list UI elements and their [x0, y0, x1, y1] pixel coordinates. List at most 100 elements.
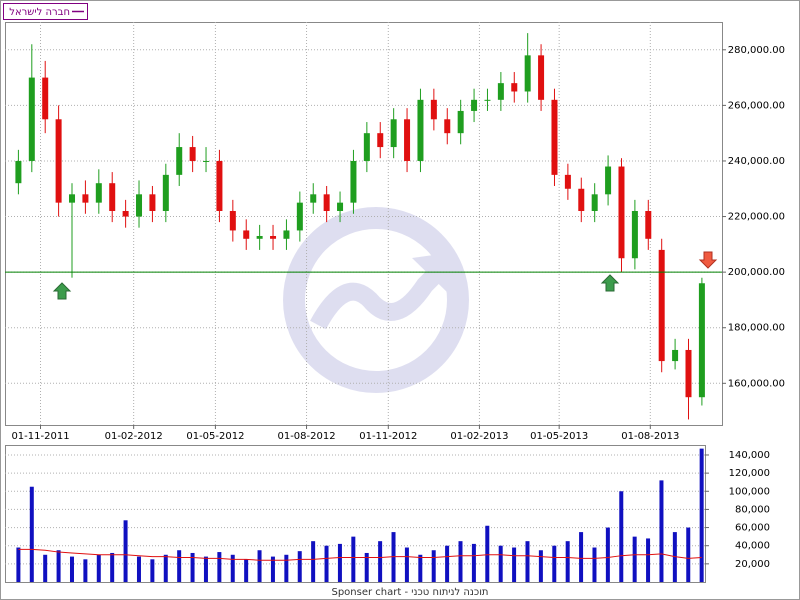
candle-body: [337, 202, 344, 211]
x-tick-label: 01-11-2012: [359, 431, 417, 442]
signal-arrows: [52, 251, 718, 300]
volume-bar: [69, 556, 74, 582]
volume-bar: [538, 550, 543, 582]
volume-bar: [498, 545, 503, 582]
candle-body: [109, 183, 116, 211]
volume-bar: [324, 545, 329, 582]
candle-body: [203, 160, 210, 162]
buy-arrow: [600, 274, 620, 292]
volume-bar: [270, 556, 275, 582]
y-tick-label: 120,000: [729, 468, 770, 479]
y-tick-label: 160,000.00: [728, 378, 785, 389]
candle-body: [484, 99, 491, 101]
candle-body: [578, 188, 585, 211]
candle-body: [564, 174, 571, 189]
volume-bar: [404, 547, 409, 582]
volume-bar: [163, 554, 168, 582]
candle-body: [229, 210, 236, 231]
volume-bar: [190, 552, 195, 582]
moving-average: [18, 548, 702, 561]
candle-body: [417, 99, 424, 161]
candle-body: [672, 349, 679, 362]
candle-body: [551, 99, 558, 175]
candle-body: [350, 160, 357, 203]
volume-bar: [110, 552, 115, 582]
volume-bar: [605, 527, 610, 582]
y-tick-label: 200,000.00: [728, 267, 785, 278]
volume-bar: [203, 556, 208, 582]
y-tick-label: 280,000.00: [728, 45, 785, 56]
volume-bar: [230, 554, 235, 582]
candle-body: [122, 210, 129, 217]
y-tick-label: 180,000.00: [728, 323, 785, 334]
volume-bar: [699, 448, 704, 582]
candle-body: [15, 160, 22, 184]
candle-body: [28, 77, 35, 161]
legend-box: [3, 3, 88, 20]
candle-body: [216, 160, 223, 211]
candle-body: [658, 249, 665, 362]
candle-body: [605, 166, 612, 195]
candle-body: [631, 210, 638, 259]
y-tick-label: 80,000: [735, 504, 770, 515]
volume-bar: [43, 554, 48, 582]
y-tick-label: 60,000: [735, 523, 770, 534]
candle-body: [538, 55, 545, 100]
candle-body: [176, 147, 183, 175]
candle-body: [323, 194, 330, 211]
y-tick-label: 140,000: [729, 450, 770, 461]
candle-body: [471, 99, 478, 111]
marks: [5, 33, 722, 582]
candle-body: [444, 119, 451, 134]
volume-bar: [646, 538, 651, 582]
candle-body: [363, 133, 370, 161]
volume-bar: [257, 550, 262, 582]
x-tick-label: 01-08-2012: [277, 431, 335, 442]
volume-bar: [592, 547, 597, 582]
footer: Sponser chart - תוכנה לניתוח טכני: [331, 587, 488, 598]
candle-body: [618, 166, 625, 259]
candle-body: [457, 110, 464, 134]
candle-body: [243, 230, 250, 239]
volume-bar: [458, 541, 463, 582]
candle-body: [310, 194, 317, 203]
sell-arrow: [698, 251, 718, 269]
x-tick-label: 01-05-2013: [530, 431, 588, 442]
y-tick-label: 40,000: [735, 541, 770, 552]
volume-bar: [136, 556, 141, 582]
candle-body: [95, 183, 102, 203]
volume-bar: [337, 543, 342, 582]
candle-body: [69, 194, 76, 203]
candle-body: [698, 283, 705, 398]
volume-bar: [83, 559, 88, 582]
volume-bar: [686, 527, 691, 582]
volume-bar: [244, 559, 249, 582]
candle-body: [511, 83, 518, 92]
volume-bar: [311, 541, 316, 582]
x-tick-label: 01-02-2012: [105, 431, 163, 442]
candle-body: [42, 77, 49, 120]
x-tick-label: 01-08-2013: [621, 431, 679, 442]
volume-bar: [659, 480, 664, 582]
candle-body: [296, 202, 303, 231]
price-panel: [5, 22, 723, 426]
candle-body: [524, 55, 531, 92]
y-tick-label: 260,000.00: [728, 100, 785, 111]
candle-body: [270, 236, 277, 239]
candle-body: [377, 133, 384, 148]
candle-body: [82, 194, 89, 203]
volume-bar: [284, 554, 289, 582]
buy-arrow: [52, 282, 72, 300]
x-tick-label: 01-05-2012: [186, 431, 244, 442]
volume-grid: [5, 454, 709, 565]
candle-body: [149, 194, 156, 211]
y-tick-label: 20,000: [735, 559, 770, 570]
candle-body: [497, 83, 504, 100]
volume-bar: [579, 532, 584, 582]
volume-bar: [619, 491, 624, 582]
candle-body: [591, 194, 598, 211]
volume-bar: [96, 554, 101, 582]
watermark: [283, 207, 469, 393]
volume-bar: [217, 552, 222, 582]
